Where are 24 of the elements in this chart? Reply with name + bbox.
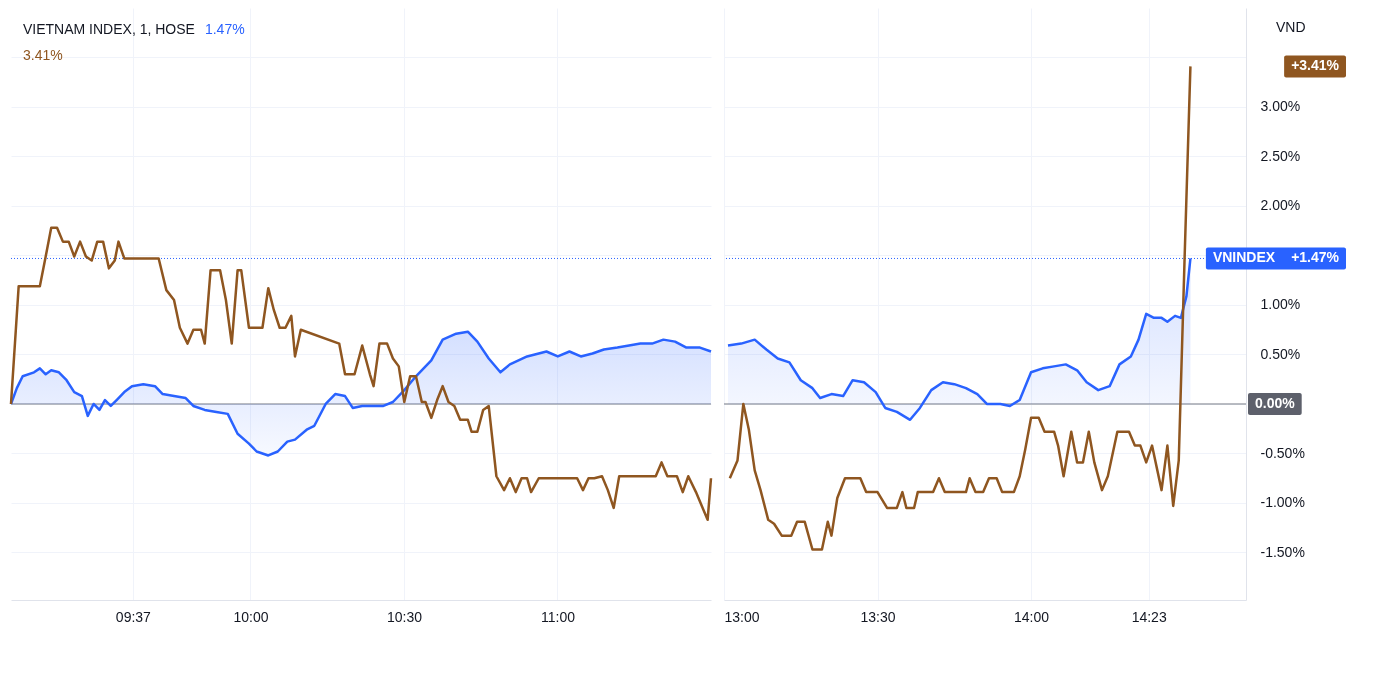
x-tick-label: 09:37 (115, 608, 152, 625)
x-tick-label: 14:00 (1014, 608, 1050, 625)
y-tick-label: 2.50% (1260, 147, 1301, 164)
x-tick-label: 10:30 (386, 608, 423, 625)
text: VIETNAM INDEX, 1, HOSE (23, 21, 195, 37)
y-tick-label: -0.50% (1260, 444, 1305, 461)
series-label: VNINDEX (1212, 249, 1276, 266)
x-tick-label: 10:00 (233, 608, 269, 625)
x-tick-label: 13:30 (860, 608, 896, 625)
y-tick-label: 2.00% (1260, 197, 1301, 214)
annotation: 1.47% (204, 21, 245, 37)
y-tick-label: 1.00% (1260, 296, 1301, 313)
text: +1.47% (1291, 249, 1340, 266)
x-tick-label: 13:00 (724, 608, 760, 625)
y-tick-label: 0.50% (1260, 345, 1301, 362)
y-tick-label: -1.00% (1260, 494, 1305, 511)
y-tick-label: 3.00% (1260, 98, 1301, 115)
x-tick-label: 14:23 (1131, 608, 1167, 625)
x-tick-label: 11:00 (540, 608, 576, 625)
ref-line-label: 0.00% (1254, 394, 1296, 411)
annotation: 3.41% (23, 47, 63, 63)
y-axis-title: VND (1276, 19, 1306, 35)
text: +3.41% (1291, 57, 1340, 74)
y-tick-label: -1.50% (1260, 543, 1305, 560)
